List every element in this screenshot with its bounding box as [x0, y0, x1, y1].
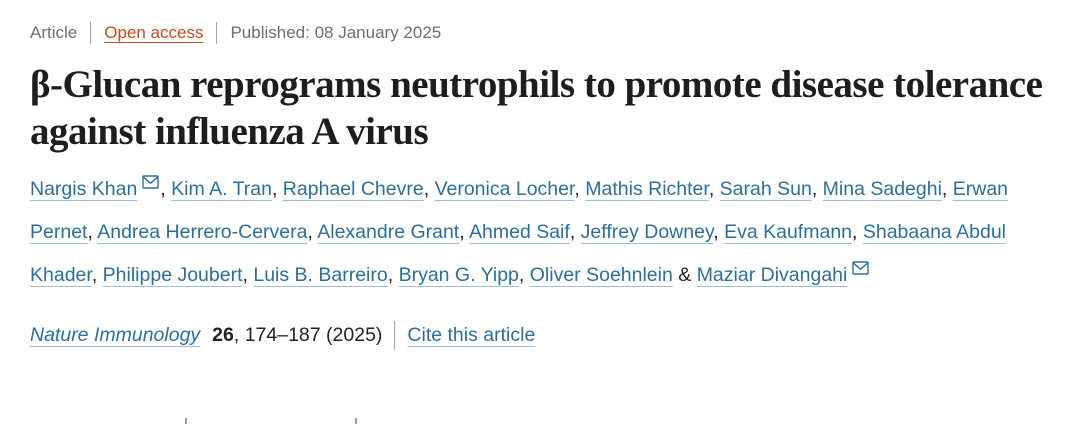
author-separator: , — [852, 221, 863, 243]
article-title: β-Glucan reprograms neutrophils to promo… — [30, 63, 1043, 153]
author-separator: , — [708, 178, 720, 200]
meta-divider — [216, 22, 218, 44]
journal-link[interactable]: Nature Immunology — [30, 324, 201, 346]
author-link[interactable]: Oliver Soehnlein — [529, 264, 673, 286]
metrics-divider-tip — [355, 418, 357, 424]
author-separator: , — [271, 178, 283, 200]
author-separator: , — [459, 221, 469, 243]
journal-pages-year: , 174–187 (2025) — [233, 324, 383, 346]
author-list: Nargis Khan, Kim A. Tran, Raphael Chevre… — [30, 168, 1052, 297]
author-link[interactable]: Mina Sadeghi — [822, 178, 942, 200]
author-separator: , — [87, 221, 98, 243]
author-link[interactable]: Kim A. Tran — [171, 178, 272, 200]
journal-volume-pages: 26, 174–187 (2025) — [212, 324, 382, 347]
author-link[interactable]: Luis B. Barreiro — [253, 264, 388, 286]
author-separator: , — [307, 221, 318, 243]
author-link[interactable]: Ahmed Saif — [469, 221, 570, 243]
envelope-icon[interactable] — [142, 175, 160, 189]
envelope-icon[interactable] — [852, 261, 870, 275]
citation-divider — [394, 321, 396, 350]
author-link[interactable]: Philippe Joubert — [102, 264, 243, 286]
author-separator: , — [518, 264, 530, 286]
author-link[interactable]: Mathis Richter — [585, 178, 709, 200]
author-separator: , — [423, 178, 435, 200]
author-separator: , — [242, 264, 254, 286]
cite-this-article-link[interactable]: Cite this article — [407, 324, 536, 346]
journal-citation-row: Nature Immunology 26, 174–187 (2025) Cit… — [30, 321, 1050, 350]
author-separator: , — [574, 178, 586, 200]
author-separator: , — [91, 264, 103, 286]
article-meta-row: Article Open access Published: 08 Januar… — [30, 20, 1050, 46]
author-link[interactable]: Nargis Khan — [30, 178, 138, 200]
author-link[interactable]: Erwan Pernet — [30, 178, 1009, 243]
author-link[interactable]: Raphael Chevre — [282, 178, 424, 200]
metrics-divider-tip — [185, 418, 187, 424]
author-link[interactable]: Andrea Herrero-Cervera — [97, 221, 308, 243]
author-link[interactable]: Sarah Sun — [719, 178, 812, 200]
author-separator: , — [160, 178, 172, 200]
author-link[interactable]: Shabaana Abdul Khader — [30, 221, 1006, 286]
published-date-label: Published: 08 January 2025 — [230, 23, 442, 42]
author-separator: , — [811, 178, 823, 200]
author-separator: , — [569, 221, 581, 243]
open-access-link[interactable]: Open access — [104, 23, 204, 42]
author-separator: & — [672, 264, 697, 286]
author-separator: , — [387, 264, 399, 286]
journal-volume: 26 — [212, 324, 234, 346]
author-separator: , — [713, 221, 725, 243]
author-link[interactable]: Veronica Locher — [434, 178, 575, 200]
author-link[interactable]: Alexandre Grant — [317, 221, 460, 243]
meta-divider — [90, 22, 92, 44]
author-link[interactable]: Jeffrey Downey — [580, 221, 714, 243]
article-type-label: Article — [30, 23, 78, 42]
author-link[interactable]: Eva Kaufmann — [724, 221, 853, 243]
author-separator: , — [941, 178, 953, 200]
author-link[interactable]: Maziar Divangahi — [696, 264, 848, 286]
author-link[interactable]: Bryan G. Yipp — [398, 264, 519, 286]
